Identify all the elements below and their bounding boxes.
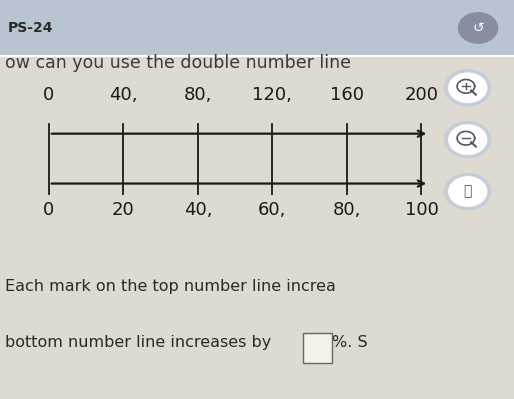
Text: 80,: 80, [333, 201, 361, 219]
FancyBboxPatch shape [303, 333, 332, 363]
Text: 60,: 60, [258, 201, 287, 219]
Text: 160: 160 [330, 86, 364, 104]
Text: 80,: 80, [183, 86, 212, 104]
Text: 40,: 40, [183, 201, 212, 219]
Text: 100: 100 [405, 201, 438, 219]
Circle shape [458, 13, 498, 43]
Circle shape [445, 122, 491, 158]
Text: 0: 0 [43, 86, 54, 104]
Text: 40,: 40, [109, 86, 138, 104]
Text: ⧉: ⧉ [464, 184, 472, 199]
Text: 120,: 120, [252, 86, 292, 104]
Circle shape [449, 177, 487, 206]
Text: 0: 0 [43, 201, 54, 219]
Circle shape [449, 73, 487, 103]
Text: Each mark on the top number line increa: Each mark on the top number line increa [5, 279, 336, 294]
Text: 200: 200 [405, 86, 438, 104]
Text: 20: 20 [112, 201, 135, 219]
FancyBboxPatch shape [0, 0, 514, 56]
Circle shape [449, 125, 487, 154]
Text: %. S: %. S [332, 335, 367, 350]
Text: bottom number line increases by: bottom number line increases by [5, 335, 271, 350]
Circle shape [445, 174, 491, 209]
Circle shape [445, 70, 491, 106]
Text: PS-24: PS-24 [8, 21, 53, 35]
Text: ↺: ↺ [472, 21, 484, 35]
Text: ow can you use the double number line: ow can you use the double number line [5, 54, 351, 72]
